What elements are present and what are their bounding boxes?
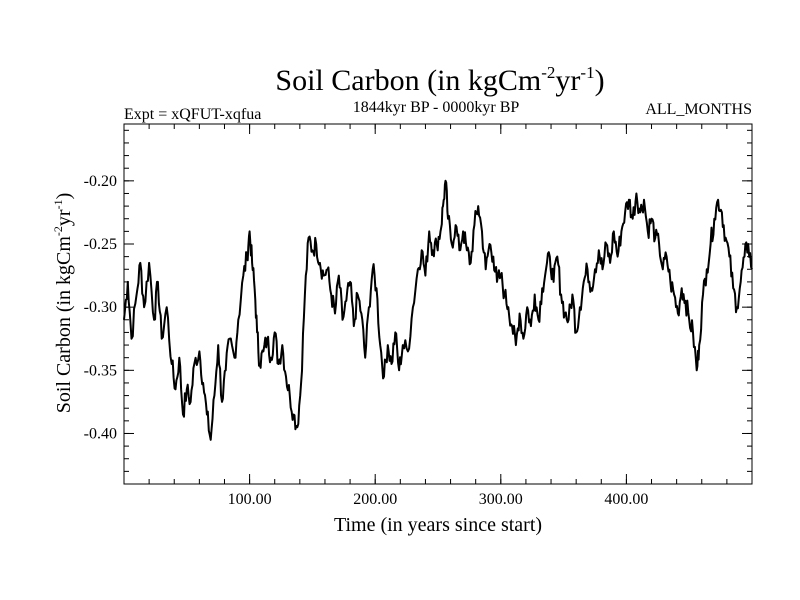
x-tick-label: 200.00 (353, 491, 397, 508)
y-tick-label: -0.40 (84, 425, 117, 442)
y-tick-label: -0.35 (84, 362, 117, 379)
x-tick-label: 100.00 (228, 491, 272, 508)
y-axis-label: Soil Carbon (in kgCm-2yr-1) (51, 193, 75, 414)
x-tick-label: 300.00 (479, 491, 523, 508)
minor-ticks (123, 124, 753, 485)
x-axis-label: Time (in years since start) (334, 514, 542, 536)
experiment-label: Expt = xQFUT-xqfua (124, 106, 261, 123)
y-tick-label: -0.20 (84, 173, 117, 190)
x-tick-label: 400.00 (604, 491, 648, 508)
major-ticks (124, 124, 752, 484)
chart-title: Soil Carbon (in kgCm-2yr-1) (275, 63, 604, 97)
plot-frame (123, 123, 753, 485)
soil-carbon-series-line (123, 179, 753, 441)
y-tick-label: -0.25 (84, 236, 117, 253)
months-label: ALL_MONTHS (645, 101, 752, 118)
y-tick-labels: -0.20 -0.25 -0.30 -0.35 -0.40 (84, 173, 117, 443)
x-tick-labels: 100.00 200.00 300.00 400.00 (228, 491, 649, 508)
time-range-label: 1844kyr BP - 0000kyr BP (353, 99, 520, 116)
y-tick-label: -0.30 (84, 299, 117, 316)
